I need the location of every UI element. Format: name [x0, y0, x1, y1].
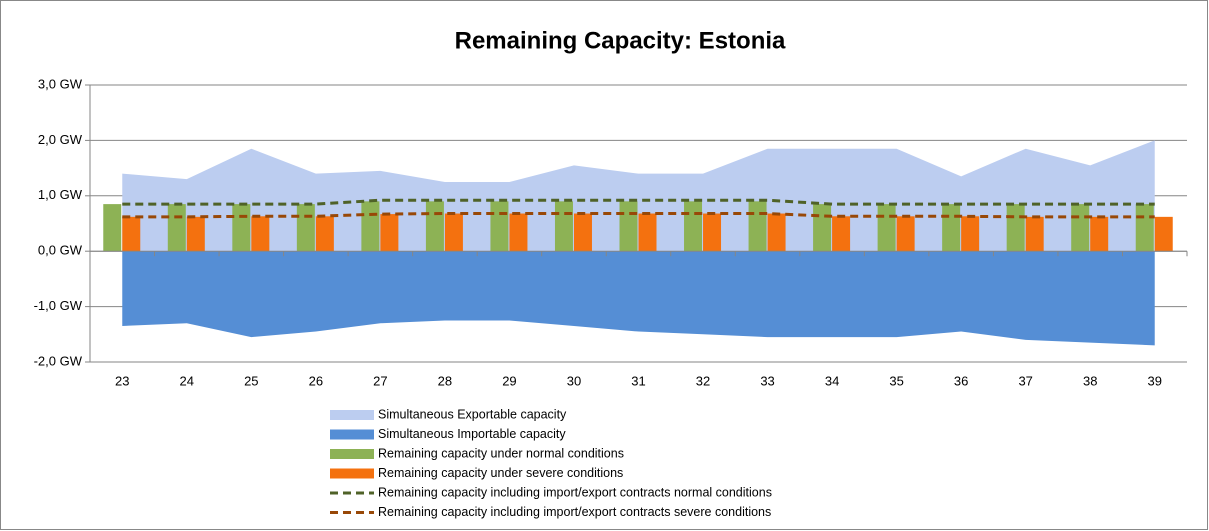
x-tick-label: 30	[567, 373, 581, 388]
bar	[232, 204, 251, 252]
x-tick-label: 27	[373, 373, 387, 388]
x-tick-label: 33	[760, 373, 774, 388]
line	[122, 212, 1155, 219]
x-tick-label: 35	[889, 373, 903, 388]
bar	[380, 214, 399, 252]
bar	[251, 216, 270, 252]
bar	[425, 201, 444, 252]
bar	[767, 213, 786, 252]
bar	[122, 216, 141, 252]
x-tick-label: 32	[696, 373, 710, 388]
bar	[1154, 216, 1173, 252]
y-tick-label: 3,0 GW	[38, 76, 83, 91]
bar	[444, 213, 463, 252]
bar	[490, 201, 509, 252]
y-tick-label: 2,0 GW	[38, 132, 83, 147]
legend-swatch	[330, 468, 374, 479]
bar	[296, 204, 315, 252]
bar	[1071, 204, 1090, 252]
x-tick-label: 38	[1083, 373, 1097, 388]
bar	[103, 204, 122, 252]
y-tick-label: -1,0 GW	[34, 298, 83, 313]
x-tick-label: 36	[954, 373, 968, 388]
bar	[619, 201, 638, 252]
y-tick-label: 1,0 GW	[38, 187, 83, 202]
bar	[1090, 216, 1109, 252]
legend-label: Remaining capacity including import/expo…	[378, 485, 772, 499]
x-tick-label: 39	[1148, 373, 1162, 388]
bar	[748, 201, 767, 252]
legend-label: Simultaneous Exportable capacity	[378, 407, 567, 421]
legend-label: Remaining capacity under severe conditio…	[378, 466, 623, 480]
x-tick-label: 24	[180, 373, 194, 388]
x-tick-label: 26	[309, 373, 323, 388]
bar	[638, 213, 657, 252]
bar	[315, 216, 334, 252]
bar	[1006, 204, 1025, 252]
legend-label: Simultaneous Importable capacity	[378, 427, 566, 441]
bar	[961, 216, 980, 252]
area	[122, 251, 1155, 346]
x-tick-label: 28	[438, 373, 452, 388]
x-tick-label: 34	[825, 373, 839, 388]
line	[122, 198, 1155, 206]
chart-title: Remaining Capacity: Estonia	[455, 27, 786, 54]
bar	[361, 201, 380, 252]
bar	[554, 201, 573, 252]
bar	[1025, 216, 1044, 252]
bar	[813, 204, 832, 252]
bar	[509, 213, 528, 252]
x-tick-label: 25	[244, 373, 258, 388]
bar	[832, 216, 851, 252]
bar	[684, 201, 703, 252]
bar	[1135, 204, 1154, 252]
y-tick-label: -2,0 GW	[34, 353, 83, 368]
x-tick-label: 31	[631, 373, 645, 388]
legend-swatch	[330, 449, 374, 459]
bar	[942, 204, 961, 252]
bar	[896, 216, 915, 252]
legend-swatch	[330, 410, 374, 420]
x-tick-label: 29	[502, 373, 516, 388]
y-tick-label: 0,0 GW	[38, 243, 83, 258]
legend-label: Remaining capacity including import/expo…	[378, 505, 771, 519]
x-tick-label: 37	[1018, 373, 1032, 388]
bar	[877, 204, 896, 252]
bar	[167, 204, 186, 252]
legend-label: Remaining capacity under normal conditio…	[378, 446, 624, 460]
bar	[573, 213, 592, 252]
legend-swatch	[330, 429, 374, 440]
x-tick-label: 23	[115, 373, 129, 388]
bar	[186, 216, 205, 252]
bar	[703, 213, 722, 252]
